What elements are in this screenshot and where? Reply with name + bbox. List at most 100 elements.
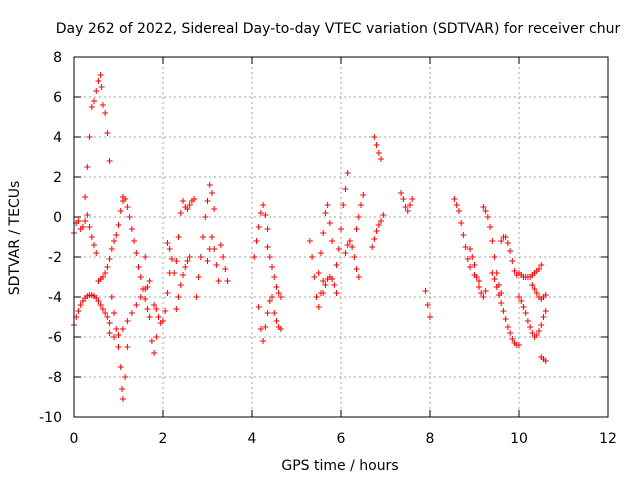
data-point: [453, 202, 460, 208]
data-point: [504, 324, 511, 330]
data-point: [471, 262, 478, 268]
data-point: [475, 278, 482, 284]
data-point: [262, 324, 269, 330]
data-point: [344, 242, 351, 248]
data-point: [522, 310, 529, 316]
data-point: [113, 326, 120, 332]
data-point: [260, 202, 267, 208]
series-track-16: [255, 294, 276, 344]
series-track-25: [371, 134, 385, 162]
data-point: [527, 324, 534, 330]
data-point: [524, 318, 531, 324]
data-point: [75, 308, 82, 314]
data-point: [166, 246, 173, 252]
data-point: [335, 246, 342, 252]
data-point: [180, 198, 187, 204]
data-point: [255, 304, 262, 310]
data-point: [106, 158, 113, 164]
data-point: [349, 244, 356, 250]
data-point: [373, 142, 380, 148]
data-point: [146, 278, 153, 284]
data-point: [358, 202, 365, 208]
series-track-11: [173, 254, 193, 312]
series-track-2: [82, 72, 113, 200]
data-point: [206, 182, 213, 188]
data-point: [102, 270, 109, 276]
data-point: [208, 234, 215, 240]
data-point: [137, 274, 144, 280]
data-point: [142, 254, 149, 260]
data-point: [111, 238, 118, 244]
data-point: [191, 196, 198, 202]
data-point: [380, 212, 387, 218]
data-point: [91, 98, 98, 104]
data-point: [133, 250, 140, 256]
series-track-10: [164, 196, 198, 276]
data-point: [171, 270, 178, 276]
data-point: [344, 170, 351, 176]
series-track-29: [451, 196, 482, 284]
data-point: [538, 262, 545, 268]
data-point: [331, 282, 338, 288]
data-point: [516, 342, 522, 348]
data-point: [536, 266, 543, 272]
data-point: [369, 244, 376, 250]
data-point: [117, 364, 124, 370]
data-point: [536, 328, 543, 334]
y-tick-label: -4: [48, 290, 62, 306]
data-point: [106, 330, 113, 336]
data-point: [126, 214, 133, 220]
data-point: [482, 208, 489, 214]
data-point: [177, 282, 184, 288]
data-point: [97, 72, 104, 78]
data-point: [122, 196, 129, 202]
data-point: [151, 302, 158, 308]
data-point: [504, 240, 511, 246]
data-point: [480, 294, 487, 300]
data-point: [182, 264, 189, 270]
series-track-15: [251, 202, 271, 260]
data-point: [353, 266, 360, 272]
data-point: [333, 290, 340, 296]
x-tick-label: 2: [159, 431, 168, 447]
data-point: [509, 336, 516, 342]
data-point: [317, 250, 324, 256]
y-tick-label: 8: [53, 50, 62, 66]
series-track-19: [306, 238, 327, 310]
data-point: [371, 134, 378, 140]
data-point: [326, 220, 333, 226]
data-point: [271, 274, 278, 280]
data-point: [402, 204, 409, 210]
data-point: [215, 278, 222, 284]
data-point: [75, 218, 82, 224]
data-point: [115, 344, 122, 350]
x-tick-label: 8: [426, 431, 435, 447]
data-point: [273, 284, 280, 290]
data-point: [117, 208, 124, 214]
data-point: [113, 232, 120, 238]
data-point: [122, 374, 129, 380]
data-point: [538, 322, 545, 328]
data-point: [498, 300, 505, 306]
data-point: [315, 270, 322, 276]
y-tick-label: 4: [53, 130, 62, 146]
data-point: [255, 224, 262, 230]
data-point: [108, 246, 115, 252]
data-point: [427, 314, 433, 320]
data-point: [128, 310, 135, 316]
data-point: [355, 214, 362, 220]
data-point: [84, 164, 91, 170]
data-point: [208, 190, 215, 196]
data-point: [106, 320, 113, 326]
data-point: [164, 290, 171, 296]
data-point: [502, 234, 509, 240]
y-tick-label: -2: [48, 250, 62, 266]
data-point: [277, 294, 284, 300]
data-point: [86, 224, 93, 230]
series-track-24: [353, 192, 367, 232]
data-point: [333, 262, 340, 268]
data-point: [111, 334, 118, 340]
data-point: [104, 264, 111, 270]
series-track-22: [333, 170, 351, 268]
